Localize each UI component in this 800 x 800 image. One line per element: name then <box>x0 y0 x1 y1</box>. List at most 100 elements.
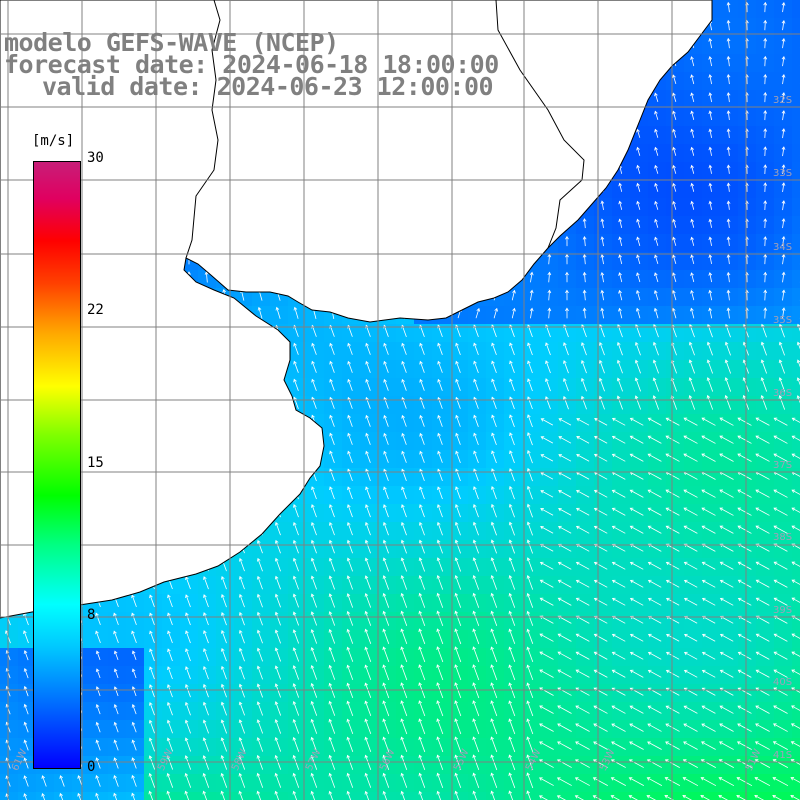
wind-arrow <box>781 19 786 31</box>
wind-cell <box>792 684 800 702</box>
wind-cell <box>792 468 800 486</box>
wind-arrow <box>708 37 713 49</box>
wind-cell <box>666 792 684 800</box>
colorbar <box>33 161 81 769</box>
wind-arrow <box>726 37 731 49</box>
lat-label-37s: 37S <box>773 460 793 471</box>
wind-cell <box>342 792 360 800</box>
wind-cell <box>630 792 648 800</box>
lat-label-36s: 36S <box>773 388 793 399</box>
wind-cell <box>216 792 234 800</box>
wind-cell <box>648 792 666 800</box>
wind-cell <box>792 702 800 720</box>
wind-cell <box>792 396 800 414</box>
wind-arrow <box>763 19 768 31</box>
wind-cell <box>792 432 800 450</box>
wind-cell <box>504 792 522 800</box>
wind-cell <box>792 162 800 180</box>
lat-label-35s: 35S <box>773 315 793 326</box>
wind-arrow <box>763 37 768 49</box>
wind-cell <box>594 792 612 800</box>
lat-label-38s: 38S <box>773 532 793 543</box>
wind-cell <box>162 792 180 800</box>
wind-cell <box>792 234 800 252</box>
wind-cell <box>270 792 288 800</box>
wind-cell <box>792 720 800 738</box>
wind-cell <box>792 774 800 792</box>
wind-arrow <box>781 55 786 67</box>
wind-cell <box>792 90 800 108</box>
wind-cell <box>792 126 800 144</box>
wind-arrow <box>690 74 695 85</box>
wind-arrow <box>726 19 731 31</box>
wind-arrow <box>763 55 768 67</box>
wind-cell <box>0 792 18 800</box>
wind-cell <box>792 342 800 360</box>
wind-cell <box>18 792 36 800</box>
wind-cell <box>792 306 800 324</box>
wind-arrow <box>763 1 768 13</box>
wind-cell <box>792 738 800 756</box>
wind-arrow <box>763 73 768 85</box>
wind-cell <box>792 36 800 54</box>
wind-cell <box>468 792 486 800</box>
wind-arrow <box>781 2 786 13</box>
wind-cell <box>540 792 558 800</box>
lat-label-39s: 39S <box>773 605 793 616</box>
wind-cell <box>126 792 144 800</box>
wind-cell <box>558 792 576 800</box>
valid-date: valid date: 2024-06-23 12:00:00 <box>42 72 494 101</box>
wind-cell <box>108 792 126 800</box>
wind-cell <box>432 792 450 800</box>
wind-arrow <box>708 74 713 85</box>
wind-cell <box>288 792 306 800</box>
wind-cell <box>792 450 800 468</box>
wind-arrow <box>708 56 713 67</box>
wind-cell <box>792 108 800 126</box>
wind-cell <box>792 18 800 36</box>
wind-cell <box>756 792 774 800</box>
wind-cell <box>792 756 800 774</box>
wind-cell <box>792 180 800 198</box>
colorbar-tick-0: 0 <box>87 759 96 775</box>
wind-cell <box>450 792 468 800</box>
wind-cell <box>72 792 90 800</box>
colorbar-tick-8: 8 <box>87 607 96 623</box>
wind-cell <box>792 414 800 432</box>
wind-cell <box>684 792 702 800</box>
wind-cell <box>792 54 800 72</box>
colorbar-tick-22: 22 <box>87 302 104 318</box>
wind-cell <box>738 792 756 800</box>
wind-arrow <box>690 56 695 67</box>
lat-label-34s: 34S <box>773 242 793 253</box>
wind-cell <box>792 648 800 666</box>
wind-cell <box>792 144 800 162</box>
wind-cell <box>306 792 324 800</box>
wind-cell <box>396 792 414 800</box>
wind-cell <box>612 792 630 800</box>
wind-cell <box>792 288 800 306</box>
wind-cell <box>378 792 396 800</box>
wind-cell <box>54 792 72 800</box>
wind-cell <box>792 630 800 648</box>
wind-arrow <box>672 74 677 85</box>
wind-cell <box>414 792 432 800</box>
wind-cell <box>792 324 800 342</box>
wind-cell <box>792 594 800 612</box>
wind-arrow <box>726 55 731 67</box>
wind-cell <box>792 198 800 216</box>
colorbar-tick-30: 30 <box>87 150 104 166</box>
wind-cell <box>702 792 720 800</box>
wind-cell <box>180 792 198 800</box>
wind-cell <box>792 504 800 522</box>
wind-cell <box>324 792 342 800</box>
wind-cell <box>792 216 800 234</box>
wind-cell <box>792 522 800 540</box>
lat-label-40s: 40S <box>773 677 793 688</box>
wind-cell <box>792 378 800 396</box>
wind-cell <box>792 0 800 18</box>
wind-arrow <box>726 1 731 13</box>
wind-cell <box>774 792 792 800</box>
